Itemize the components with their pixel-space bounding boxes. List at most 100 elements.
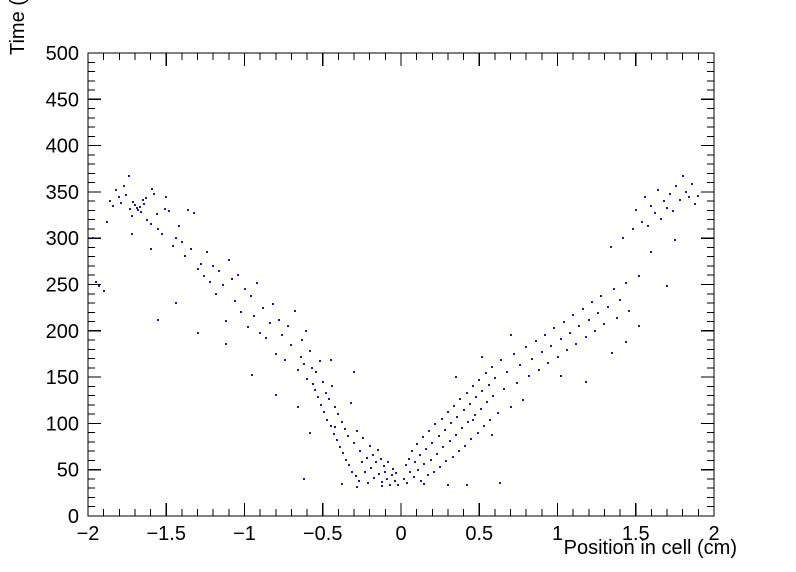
data-point <box>287 325 289 327</box>
x-tick-label: −1 <box>233 523 256 545</box>
data-point <box>560 375 562 377</box>
data-point <box>439 466 441 468</box>
y-tick-label: 350 <box>46 182 79 204</box>
data-point <box>492 395 494 397</box>
data-point <box>125 194 127 196</box>
data-point <box>594 330 596 332</box>
data-point <box>341 483 343 485</box>
data-point <box>157 319 159 321</box>
data-point <box>197 268 199 270</box>
data-point <box>475 396 477 398</box>
data-point <box>675 185 677 187</box>
data-point <box>697 195 699 197</box>
data-point <box>685 191 687 193</box>
data-point <box>350 402 352 404</box>
data-point <box>262 307 264 309</box>
x-tick-label: 0 <box>395 523 406 545</box>
data-point <box>470 438 472 440</box>
data-point <box>309 432 311 434</box>
data-point <box>682 175 684 177</box>
data-point <box>575 343 577 345</box>
data-point <box>458 450 460 452</box>
data-point <box>337 413 339 415</box>
data-point <box>611 352 613 354</box>
data-point <box>145 197 147 199</box>
data-point <box>339 446 341 448</box>
data-point <box>336 439 338 441</box>
data-point <box>674 239 676 241</box>
y-axis-title: Time (ns) <box>7 0 29 55</box>
data-point <box>541 351 543 353</box>
data-point <box>120 202 122 204</box>
data-point <box>538 369 540 371</box>
data-point <box>284 359 286 361</box>
data-point <box>434 423 436 425</box>
data-point <box>348 464 350 466</box>
data-point <box>466 484 468 486</box>
data-point <box>409 471 411 473</box>
data-point <box>588 319 590 321</box>
data-point <box>467 421 469 423</box>
data-point <box>616 317 618 319</box>
x-axis-title: Position in cell (cm) <box>564 537 737 559</box>
data-point <box>361 461 363 463</box>
data-point <box>635 209 637 211</box>
data-point <box>215 293 217 295</box>
data-point <box>638 275 640 277</box>
data-point <box>106 221 108 223</box>
y-tick-label: 0 <box>68 506 79 528</box>
data-point <box>309 350 311 352</box>
data-point <box>109 200 111 202</box>
data-point <box>380 458 382 460</box>
data-point <box>391 474 393 476</box>
data-point <box>464 445 466 447</box>
data-point <box>103 290 105 292</box>
data-point <box>557 356 559 358</box>
x-tick-label: −2 <box>77 523 100 545</box>
data-point <box>613 288 615 290</box>
data-point <box>663 200 665 202</box>
x-axis-ticks <box>87 53 715 516</box>
data-point <box>442 446 444 448</box>
data-point <box>453 405 455 407</box>
data-point <box>420 480 422 482</box>
data-point <box>463 409 465 411</box>
data-point <box>489 419 491 421</box>
data-point <box>452 456 454 458</box>
data-point <box>142 199 144 201</box>
data-point <box>272 303 274 305</box>
data-point <box>330 425 332 427</box>
data-point <box>320 404 322 406</box>
data-point <box>367 482 369 484</box>
data-point <box>494 377 496 379</box>
data-point <box>469 403 471 405</box>
data-point <box>187 209 189 211</box>
data-point <box>193 212 195 214</box>
data-point <box>334 426 336 428</box>
x-tick-label: −1.5 <box>147 523 186 545</box>
y-tick-label: 200 <box>46 321 79 343</box>
data-point <box>222 284 224 286</box>
data-point <box>377 449 379 451</box>
data-point <box>485 372 487 374</box>
data-point <box>455 376 457 378</box>
data-point <box>625 282 627 284</box>
data-point <box>433 471 435 473</box>
frame-rect <box>87 52 715 517</box>
data-point <box>423 463 425 465</box>
data-point <box>436 453 438 455</box>
data-point <box>641 221 643 223</box>
data-point <box>450 422 452 424</box>
data-point <box>259 332 261 334</box>
data-point <box>240 311 242 313</box>
data-point <box>328 398 330 400</box>
data-point <box>297 369 299 371</box>
data-point <box>203 275 205 277</box>
data-point <box>478 379 480 381</box>
data-point <box>92 237 94 239</box>
data-point <box>322 381 324 383</box>
data-point <box>118 196 120 198</box>
data-point <box>423 483 425 485</box>
y-tick-label: 150 <box>46 367 79 389</box>
data-point <box>569 332 571 334</box>
